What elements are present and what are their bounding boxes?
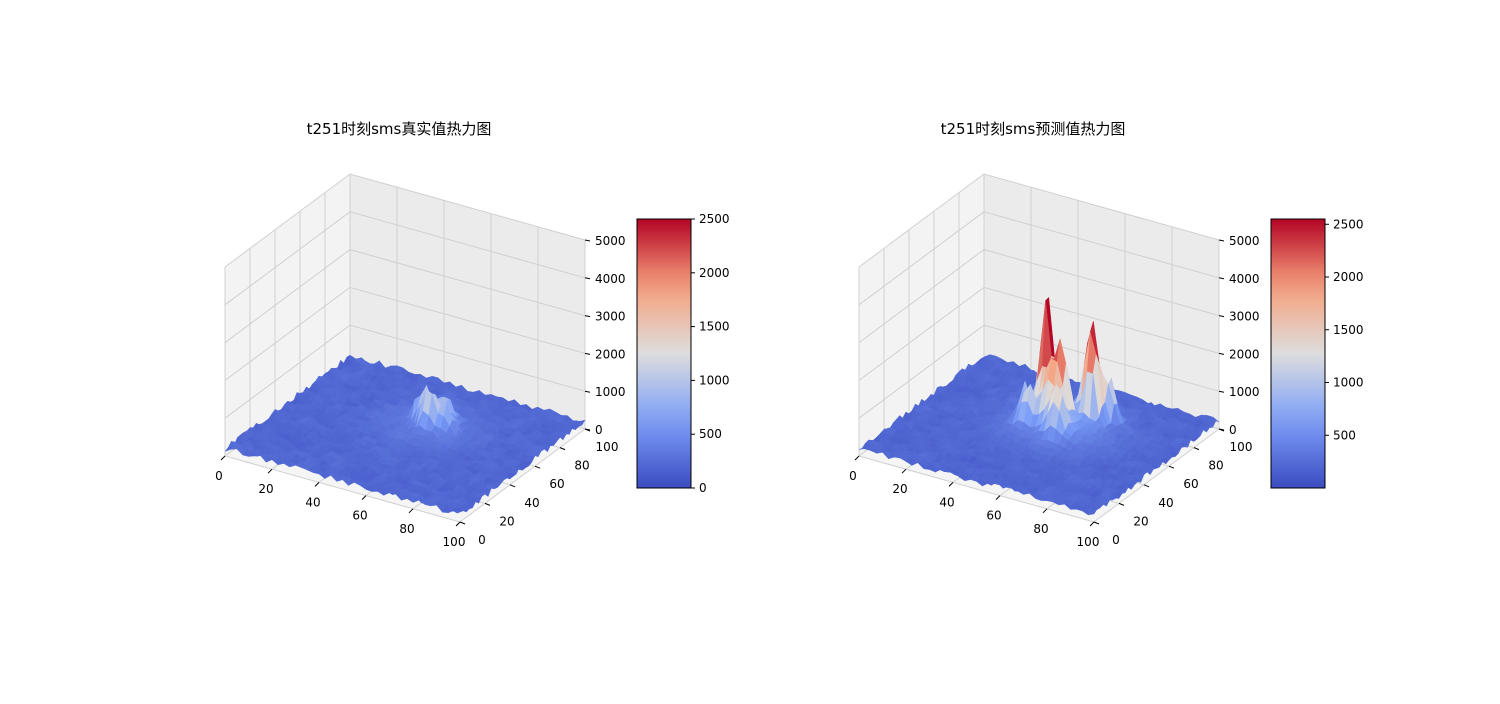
colorbar-tick-label: 2500 bbox=[699, 212, 730, 226]
y-tick-label: 40 bbox=[1158, 496, 1173, 510]
x-tick-mark bbox=[902, 469, 906, 473]
y-tick-label: 40 bbox=[524, 496, 539, 510]
y-tick-label: 20 bbox=[499, 514, 514, 528]
y-tick-label: 20 bbox=[1133, 514, 1148, 528]
z-tick-label: 2000 bbox=[595, 347, 626, 361]
x-tick-mark bbox=[996, 496, 1000, 500]
x-tick-label: 0 bbox=[849, 469, 857, 483]
chart-title: t251时刻sms真实值热力图 bbox=[307, 120, 492, 138]
z-tick-mark bbox=[585, 391, 590, 392]
colorbar bbox=[1271, 219, 1325, 488]
z-tick-mark bbox=[1219, 278, 1224, 279]
z-tick-label: 0 bbox=[595, 423, 603, 437]
colorbar-tick-label: 500 bbox=[1333, 428, 1356, 442]
colorbar-tick-label: 500 bbox=[699, 427, 722, 441]
y-tick-mark bbox=[1119, 503, 1124, 505]
z-tick-mark bbox=[1219, 353, 1224, 354]
x-tick-mark bbox=[221, 456, 225, 460]
z-tick-label: 4000 bbox=[1229, 272, 1260, 286]
y-tick-label: 0 bbox=[478, 533, 486, 547]
colorbar-tick-label: 1000 bbox=[1333, 376, 1364, 390]
chart-title: t251时刻sms预测值热力图 bbox=[941, 120, 1126, 138]
colorbar-tick-label: 2000 bbox=[699, 266, 730, 280]
z-tick-label: 3000 bbox=[595, 310, 626, 324]
y-tick-mark bbox=[1169, 466, 1174, 468]
y-tick-mark bbox=[460, 522, 465, 524]
z-tick-mark bbox=[585, 353, 590, 354]
x-tick-label: 40 bbox=[305, 495, 320, 509]
z-tick-label: 2000 bbox=[1229, 347, 1260, 361]
x-tick-label: 80 bbox=[1033, 522, 1048, 536]
y-tick-label: 60 bbox=[549, 477, 564, 491]
colorbar-tick-label: 1500 bbox=[1333, 323, 1364, 337]
z-tick-mark bbox=[1219, 240, 1224, 241]
z-tick-mark bbox=[585, 240, 590, 241]
y-tick-mark bbox=[510, 485, 515, 487]
x-tick-label: 20 bbox=[892, 482, 907, 496]
x-tick-mark bbox=[855, 456, 859, 460]
x-tick-label: 100 bbox=[1077, 535, 1100, 549]
y-tick-mark bbox=[485, 503, 490, 505]
x-tick-label: 80 bbox=[399, 522, 414, 536]
colorbar bbox=[637, 219, 691, 488]
x-tick-label: 40 bbox=[939, 495, 954, 509]
z-tick-label: 3000 bbox=[1229, 310, 1260, 324]
x-tick-mark bbox=[362, 496, 366, 500]
y-tick-label: 100 bbox=[596, 440, 619, 454]
z-tick-mark bbox=[1219, 429, 1224, 430]
colorbar-tick-label: 0 bbox=[699, 481, 707, 495]
y-tick-mark bbox=[1194, 448, 1199, 450]
x-tick-label: 60 bbox=[986, 509, 1001, 523]
x-tick-mark bbox=[315, 482, 319, 486]
z-tick-label: 5000 bbox=[595, 234, 626, 248]
x-tick-mark bbox=[268, 469, 272, 473]
colorbar-tick-label: 2500 bbox=[1333, 217, 1364, 231]
z-tick-mark bbox=[585, 429, 590, 430]
y-tick-label: 100 bbox=[1230, 440, 1253, 454]
colorbar-tick-label: 1500 bbox=[699, 320, 730, 334]
z-tick-mark bbox=[1219, 391, 1224, 392]
x-tick-label: 20 bbox=[258, 482, 273, 496]
z-tick-mark bbox=[585, 316, 590, 317]
colorbar-tick-label: 1000 bbox=[699, 373, 730, 387]
z-tick-label: 5000 bbox=[1229, 234, 1260, 248]
z-tick-label: 1000 bbox=[1229, 385, 1260, 399]
x-tick-label: 100 bbox=[443, 535, 466, 549]
x-tick-label: 0 bbox=[215, 469, 223, 483]
x-tick-label: 60 bbox=[352, 509, 367, 523]
z-tick-label: 0 bbox=[1229, 423, 1237, 437]
x-tick-mark bbox=[456, 522, 460, 526]
y-tick-label: 60 bbox=[1183, 477, 1198, 491]
y-tick-mark bbox=[1144, 485, 1149, 487]
z-tick-mark bbox=[1219, 316, 1224, 317]
x-tick-mark bbox=[1090, 522, 1094, 526]
y-tick-label: 80 bbox=[1208, 459, 1223, 473]
x-tick-mark bbox=[1043, 509, 1047, 513]
x-tick-mark bbox=[949, 482, 953, 486]
y-tick-mark bbox=[1094, 522, 1099, 524]
y-tick-mark bbox=[560, 448, 565, 450]
y-tick-label: 0 bbox=[1112, 533, 1120, 547]
z-tick-label: 1000 bbox=[595, 385, 626, 399]
colorbar-tick-label: 2000 bbox=[1333, 270, 1364, 284]
z-tick-label: 4000 bbox=[595, 272, 626, 286]
x-tick-mark bbox=[409, 509, 413, 513]
y-tick-label: 80 bbox=[574, 459, 589, 473]
y-tick-mark bbox=[535, 466, 540, 468]
z-tick-mark bbox=[585, 278, 590, 279]
